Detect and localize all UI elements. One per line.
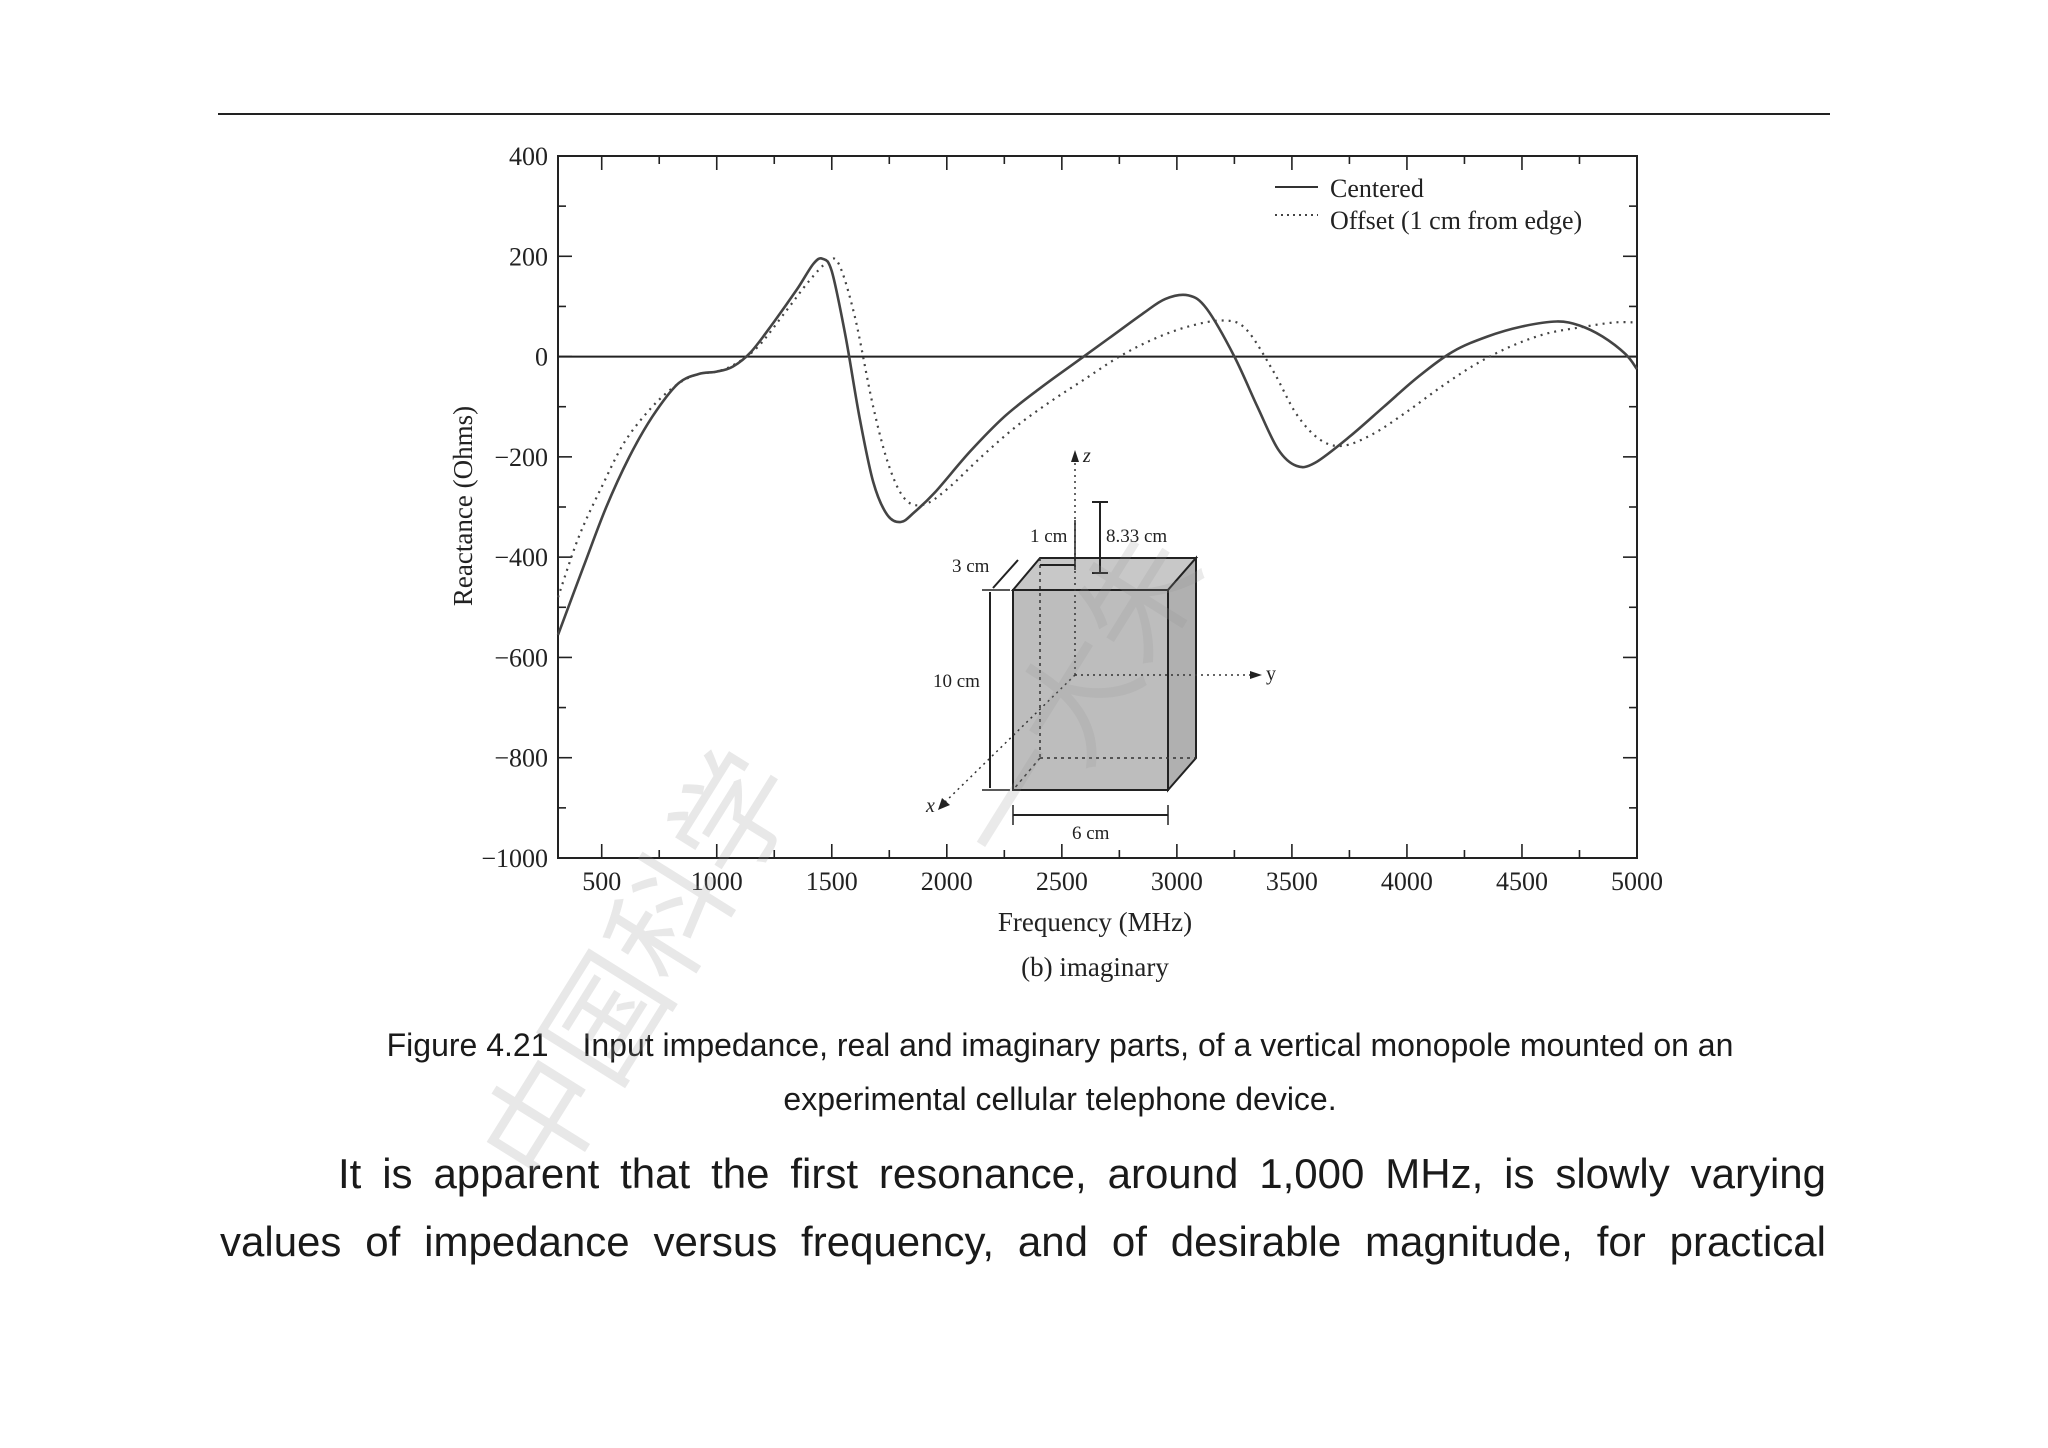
body-line-2: values of impedance versus frequency, an…: [220, 1218, 1826, 1265]
z-axis-label: z: [1082, 445, 1091, 467]
x-tick-label: 4500: [1496, 867, 1548, 896]
dim-1cm-label: 1 cm: [1030, 526, 1068, 547]
y-arrow: [1250, 671, 1262, 679]
x-tick-label: 1000: [691, 867, 743, 896]
legend-label-offset: Offset (1 cm from edge): [1330, 206, 1582, 235]
y-tick-label: 200: [509, 242, 548, 271]
series-line-centered: [556, 257, 1639, 636]
caption-line-1: Figure 4.21 Input impedance, real and ima…: [300, 1018, 1820, 1072]
body-line-1: It is apparent that the first resonance,…: [338, 1150, 1826, 1197]
x-tick-label: 2000: [921, 867, 973, 896]
box-front-face: [1012, 589, 1169, 791]
x-axis-label: Frequency (MHz): [998, 907, 1192, 937]
caption-label: Figure 4.21: [386, 1027, 549, 1063]
body-paragraph: It is apparent that the first resonance,…: [220, 1140, 1826, 1276]
caption-line-2: experimental cellular telephone device.: [783, 1081, 1337, 1117]
top-rule: [218, 113, 1830, 115]
x-tick-label: 5000: [1611, 867, 1663, 896]
box-side-face: [1167, 555, 1197, 793]
y-tick-label: −600: [494, 643, 548, 672]
dim-833-label: 8.33 cm: [1106, 526, 1167, 547]
y-tick-label: −800: [494, 744, 548, 773]
x-tick-label: 2500: [1036, 867, 1088, 896]
impedance-figure: 500 1000 1500 2000 2500 3000 3500 4000 4500 50004…: [448, 142, 1663, 982]
dim-3cm-line: [992, 559, 1019, 589]
x-axis-inset: [941, 674, 1076, 806]
series-line-offset: [556, 257, 1638, 598]
x-arrow: [938, 798, 950, 810]
y-tick-label: −1000: [481, 844, 548, 873]
y-axis-label: Reactance (Ohms): [448, 406, 478, 606]
z-arrow: [1071, 450, 1079, 462]
dim-3cm-label: 3 cm: [952, 556, 990, 577]
tick-marks: [558, 155, 1638, 859]
y-axis-inset-label: y: [1266, 663, 1276, 685]
curves: [556, 257, 1639, 636]
x-tick-label: 3000: [1151, 867, 1203, 896]
y-tick-label: 0: [535, 343, 548, 372]
y-tick-label: −200: [494, 443, 548, 472]
y-tick-label: 400: [509, 142, 548, 171]
tick-labels: 500 1000 1500 2000 2500 3000 3500 4000 4500 50004…: [481, 142, 1663, 896]
x-axis-inset-label: x: [925, 795, 935, 817]
dim-6cm-label: 6 cm: [1072, 823, 1110, 844]
caption-text-1: Input impedance, real and imaginary part…: [582, 1027, 1734, 1063]
x-tick-label: 4000: [1381, 867, 1433, 896]
x-tick-label: 3500: [1266, 867, 1318, 896]
legend-label-centered: Centered: [1330, 174, 1424, 203]
legend: Centered Offset (1 cm from edge): [1275, 174, 1582, 235]
dim-10cm-label: 10 cm: [933, 671, 980, 692]
figure-caption: Figure 4.21 Input impedance, real and ima…: [300, 1018, 1820, 1126]
x-tick-label: 500: [582, 867, 621, 896]
device-inset: z y x 8.33 cm 1 cm 3 cm 10 cm 6 cm: [925, 445, 1276, 844]
chart-subtitle: (b) imaginary: [1021, 952, 1169, 982]
x-tick-label: 1500: [806, 867, 858, 896]
y-tick-label: −400: [494, 543, 548, 572]
